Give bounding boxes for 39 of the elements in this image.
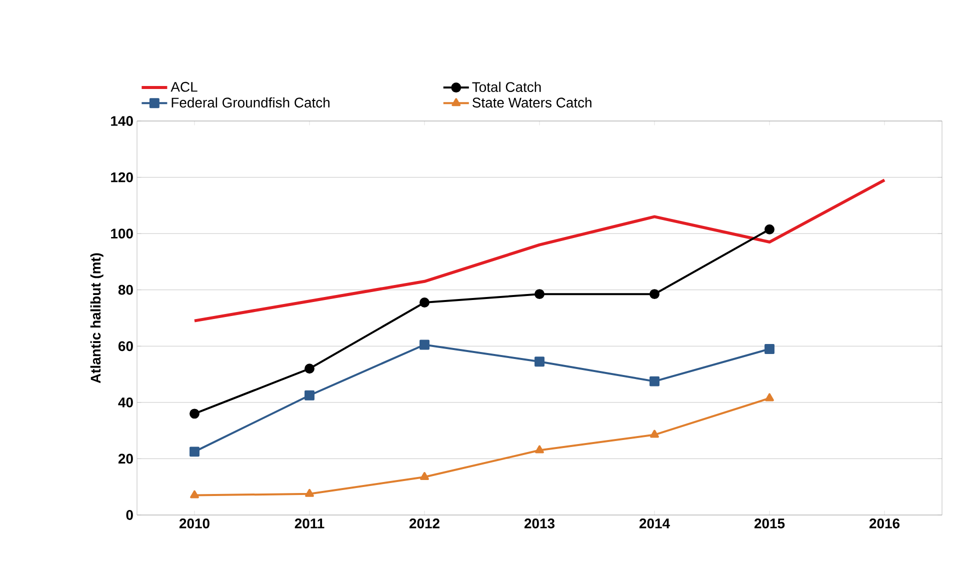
legend-label: Federal Groundfish Catch [172,97,330,108]
point [534,289,544,300]
point [420,472,429,480]
point [190,490,199,498]
y-tick-label: 20 [118,454,133,464]
legend-label: ACL [170,82,198,92]
x-tick-label: 2010 [179,518,210,528]
point [650,430,659,438]
point [534,356,544,367]
y-axis-title: Atlantic halibut (mt) [90,253,104,384]
y-tick-label: 40 [118,397,133,408]
point [650,289,660,300]
y-tick-label: 0 [126,510,133,520]
x-tick-label: 2012 [409,518,440,528]
point [764,344,774,354]
x-tick-label: 2016 [869,518,900,528]
y-tick-label: 60 [118,341,133,352]
point [420,340,430,350]
point [304,364,314,374]
point [420,298,430,308]
legend-label: State Waters Catch [472,97,592,108]
line-series [193,178,886,322]
x-tick-label: 2013 [524,518,555,528]
x-tick-label: 2011 [294,518,324,528]
y-tick-label: 120 [111,172,133,182]
y-tick-label: 100 [111,228,133,239]
point [535,445,544,454]
point [304,390,314,400]
point [764,224,774,234]
legend-label: Total Catch [472,82,541,92]
y-tick-label: 140 [111,116,133,126]
x-tick-label: 2015 [754,518,785,528]
point [305,488,314,497]
point [190,446,200,457]
point [650,376,660,386]
y-tick-label: 80 [118,284,133,295]
x-tick-label: 2014 [639,518,670,528]
point [765,393,774,402]
point [190,408,200,419]
